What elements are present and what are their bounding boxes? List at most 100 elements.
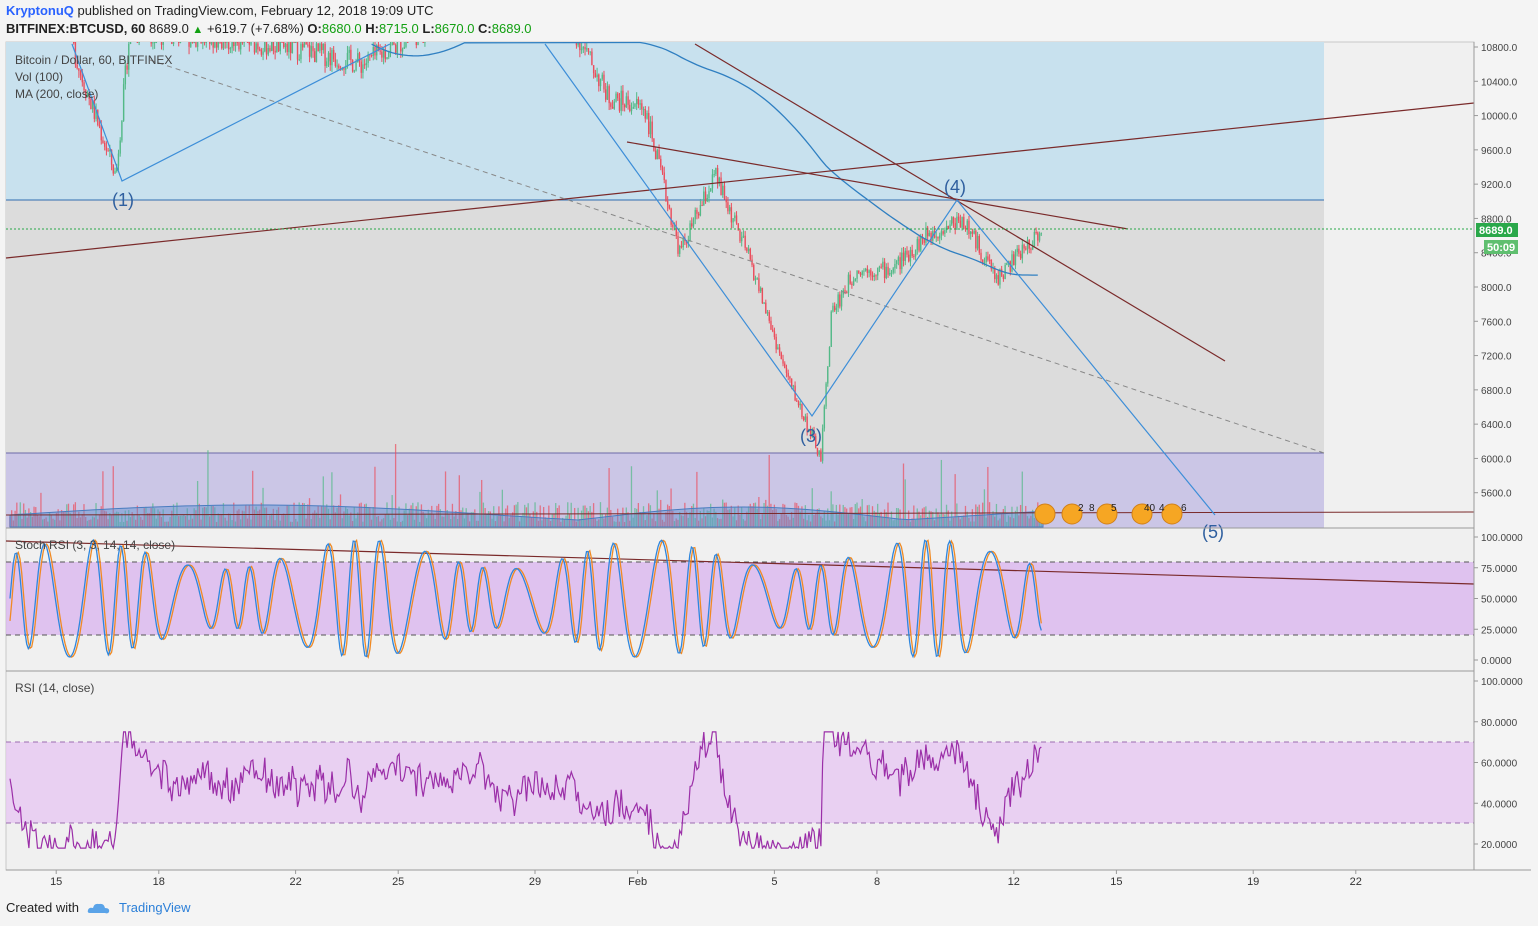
volume-bar	[81, 514, 83, 527]
volume-bar	[911, 518, 913, 527]
candle-body	[728, 207, 731, 212]
volume-bar	[475, 520, 478, 527]
candle-body	[923, 238, 925, 243]
volume-bar	[413, 519, 416, 527]
volume-bar	[913, 505, 915, 527]
volume-bar	[174, 515, 176, 527]
volume-bar	[138, 514, 140, 527]
candle-body	[241, 42, 244, 43]
volume-bar	[159, 511, 161, 527]
countdown-badge	[1484, 240, 1518, 254]
event-flag-icon[interactable]	[1034, 503, 1056, 525]
volume-bar	[283, 513, 285, 527]
volume-bar	[43, 518, 46, 527]
author-link[interactable]: KryptonuQ	[6, 3, 74, 18]
candle-body	[863, 270, 865, 272]
volume-bar	[890, 511, 893, 527]
volume-bar	[296, 521, 299, 527]
volume-bar	[666, 504, 669, 527]
candle-body	[851, 283, 853, 286]
volume-bar	[437, 503, 440, 527]
volume-bar	[692, 503, 695, 527]
candle-body	[1038, 233, 1041, 241]
tradingview-link[interactable]: TradingView	[118, 900, 191, 915]
candle-body	[877, 267, 879, 276]
volume-bar	[627, 512, 629, 527]
trendline-base	[5, 511, 1475, 516]
candle-body	[1014, 252, 1017, 266]
candle-body	[976, 236, 979, 249]
candle-body	[666, 201, 669, 206]
candle-body	[264, 42, 266, 52]
volume-bar	[491, 518, 493, 527]
candle-body	[226, 42, 228, 43]
event-badges[interactable]: 2 8 5 40 4 6	[1034, 503, 1187, 525]
volume-bar	[324, 506, 326, 527]
candle-body	[672, 224, 674, 227]
event-flag-icon[interactable]	[1161, 503, 1183, 525]
volume-bar	[827, 508, 829, 527]
candle-body	[217, 42, 220, 48]
candle-body	[1000, 269, 1003, 276]
candle-body	[1013, 254, 1015, 266]
volume-bar	[859, 506, 862, 527]
rsi-tick-label: 20.0000	[1481, 840, 1518, 851]
candle-body	[95, 109, 97, 119]
volume-bar	[119, 521, 121, 527]
volume-bar	[284, 515, 287, 527]
candle-body	[405, 42, 407, 47]
volume-bar	[780, 513, 782, 527]
candle-body	[102, 140, 104, 143]
candle-body	[152, 42, 154, 44]
stoch-axis-ticks: 100.0000 75.0000 50.0000 25.0000 0.0000	[1474, 533, 1523, 667]
candle-body	[653, 138, 655, 151]
time-axis[interactable]	[6, 870, 1531, 890]
volume-bar	[131, 512, 133, 527]
event-flag-icon[interactable]	[1096, 503, 1118, 525]
volume-bar	[697, 520, 700, 527]
candle-body	[362, 64, 364, 73]
candle-body	[920, 237, 922, 251]
volume-bar	[897, 508, 899, 527]
volume-bar	[534, 502, 536, 527]
volume-bar	[701, 518, 703, 527]
candle-body	[401, 48, 404, 52]
volume-bar	[160, 517, 163, 527]
candle-body	[403, 46, 405, 49]
volume-bar	[634, 507, 636, 527]
stoch-tick-label: 0.0000	[1481, 656, 1512, 667]
time-tick-label: 8	[874, 876, 880, 888]
volume-bar	[956, 503, 958, 527]
volume-bar	[599, 502, 602, 527]
volume-bar	[668, 505, 670, 527]
event-flag-icon[interactable]	[1061, 503, 1083, 525]
volume-bar	[171, 510, 173, 527]
up-arrow-icon: ▲	[192, 24, 204, 36]
price-axis[interactable]	[1474, 42, 1531, 870]
volume-bar	[474, 509, 476, 527]
candle-body	[610, 103, 612, 107]
event-count: 4	[1159, 503, 1165, 514]
candle-body	[114, 171, 116, 174]
volume-bar	[83, 504, 85, 527]
volume-bar	[59, 520, 61, 527]
volume-bar	[496, 515, 498, 527]
volume-bar	[825, 520, 827, 527]
candle-body	[885, 266, 888, 279]
candle-body	[327, 52, 330, 62]
candle-body	[849, 274, 851, 284]
candle-body	[642, 109, 645, 111]
price-tick-label: 10000.0	[1481, 112, 1518, 123]
event-flag-icon[interactable]	[1131, 503, 1153, 525]
candle-body	[961, 217, 963, 228]
candle-body	[651, 121, 653, 139]
candle-body	[613, 101, 616, 109]
volume-bar	[134, 519, 137, 527]
candle-body	[598, 74, 600, 87]
event-count: 40	[1144, 503, 1156, 514]
volume-bar	[38, 516, 40, 527]
volume-bar	[508, 517, 510, 527]
candle-body	[238, 42, 240, 50]
volume-bar	[456, 519, 459, 527]
